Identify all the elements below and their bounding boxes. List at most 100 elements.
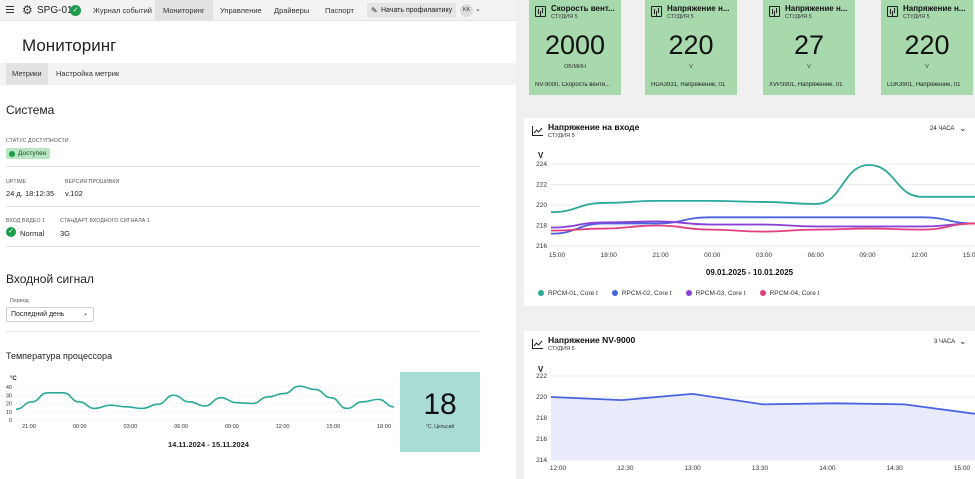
signal-standard-value: 3G bbox=[60, 229, 71, 238]
cpu-current-tile: 18 °C, Цельсий bbox=[400, 372, 480, 452]
x-tick-label: 21:00 bbox=[652, 252, 669, 259]
y-tick-label: 20 bbox=[6, 402, 12, 408]
divider bbox=[6, 246, 480, 247]
y-tick-label: 30 bbox=[6, 393, 12, 399]
menu-icon[interactable] bbox=[6, 6, 14, 14]
input-voltage-chart: V 216 218 220 222 224 15:00 18:00 21:00 00:00 03:0… bbox=[536, 151, 975, 259]
x-tick-label: 12:00 bbox=[276, 424, 290, 430]
start-maintenance-button[interactable]: ✎ Начать профилактику bbox=[367, 3, 456, 18]
x-tick-label: 12:30 bbox=[617, 465, 634, 472]
card-title: Напряжение на входе bbox=[548, 122, 640, 132]
x-tick-label: 18:00 bbox=[377, 424, 391, 430]
wrench-icon: ✎ bbox=[371, 6, 378, 15]
firmware-label: Версия прошивки bbox=[65, 179, 120, 185]
legend-label: RPCM-02, Core t bbox=[621, 290, 672, 297]
legend-item[interactable]: RPCM-03, Core t bbox=[685, 290, 746, 297]
status-label: Статус доступности bbox=[6, 138, 69, 144]
metric-tile-voltage-lgk[interactable]: Напряжение н... СТУДИЯ 5 220 V LGK3901, … bbox=[881, 0, 973, 95]
series-area bbox=[551, 393, 975, 460]
metric-tile-voltage-xvp[interactable]: Напряжение н... СТУДИЯ 5 27 V XVP3901, Н… bbox=[763, 0, 855, 95]
nav-control[interactable]: Управление bbox=[220, 6, 262, 15]
y-tick-label: 220 bbox=[536, 202, 547, 209]
tab-metrics[interactable]: Метрики bbox=[6, 63, 48, 85]
metric-tile-fan-speed[interactable]: Скорость вент... СТУДИЯ 5 2000 ОБ/МИН NV… bbox=[529, 0, 621, 95]
chevron-down-icon[interactable]: ⌄ bbox=[475, 6, 481, 13]
x-tick-label: 15:00 bbox=[326, 424, 340, 430]
video-input-label: Вход видео 1 bbox=[6, 218, 46, 224]
legend-dot-icon bbox=[685, 290, 692, 296]
line-chart-icon bbox=[532, 339, 543, 349]
tile-unit: V bbox=[689, 64, 693, 70]
tile-value: 220 bbox=[904, 30, 950, 60]
uptime-label: Uptime bbox=[6, 179, 27, 185]
chart-icon bbox=[535, 6, 546, 17]
series-line-1 bbox=[550, 392, 975, 415]
tile-subtitle: СТУДИЯ 5 bbox=[903, 14, 930, 20]
subtabs: Метрики Настройка метрик bbox=[0, 63, 516, 85]
tile-value: 2000 bbox=[544, 30, 606, 60]
x-tick-label: 03:00 bbox=[756, 252, 773, 259]
tile-subtitle: СТУДИЯ 5 bbox=[551, 14, 578, 20]
x-tick-label: 00:00 bbox=[704, 252, 721, 259]
tile-subtitle: СТУДИЯ 5 bbox=[785, 14, 812, 20]
y-tick-label: 0 bbox=[9, 418, 12, 424]
chevron-down-icon[interactable]: ⌄ bbox=[959, 123, 967, 133]
period-selector[interactable]: 24 ЧАСА bbox=[930, 126, 955, 132]
tile-unit: V bbox=[925, 64, 929, 70]
tile-title: Скорость вент... bbox=[551, 4, 615, 13]
device-gear-icon: ⚙ bbox=[22, 3, 33, 17]
y-tick-label: 218 bbox=[536, 223, 547, 230]
page-title: Мониторинг bbox=[22, 36, 117, 55]
y-tick-label: 220 bbox=[536, 394, 547, 401]
y-axis-label: °C bbox=[10, 376, 17, 382]
chart-icon bbox=[651, 6, 662, 17]
x-tick-label: 00:00 bbox=[73, 424, 87, 430]
avatar[interactable]: KK bbox=[460, 4, 473, 17]
status-badge: Доступен bbox=[6, 148, 51, 159]
y-tick-label: 216 bbox=[536, 436, 547, 443]
y-tick-label: 224 bbox=[536, 161, 547, 168]
series-line-1 bbox=[15, 385, 395, 411]
chevron-down-icon[interactable]: ⌄ bbox=[959, 336, 967, 346]
card-date-range: 09.01.2025 - 10.01.2025 bbox=[705, 268, 794, 277]
tile-footer: NV-9000, Скорость венти... bbox=[535, 82, 611, 88]
nav-monitoring[interactable]: Мониторинг bbox=[155, 0, 213, 21]
legend-label: RPCM-03, Core t bbox=[695, 290, 746, 297]
legend-item[interactable]: RPCM-01, Core t bbox=[538, 290, 598, 297]
period-selector[interactable]: 3 ЧАСА bbox=[934, 339, 956, 345]
tile-footer: HDA3931, Напряжение, 01 bbox=[651, 82, 726, 88]
card-subtitle: СТУДИЯ 5 bbox=[548, 133, 575, 139]
y-tick-label: 222 bbox=[536, 373, 547, 380]
x-tick-label: 06:00 bbox=[174, 424, 188, 430]
x-tick-label: 13:00 bbox=[685, 465, 702, 472]
x-tick-label: 14:00 bbox=[819, 465, 836, 472]
tile-unit: ОБ/МИН bbox=[564, 64, 586, 70]
x-tick-label: 03:00 bbox=[124, 424, 138, 430]
x-tick-label: 09:00 bbox=[225, 424, 239, 430]
divider bbox=[6, 206, 480, 207]
period-select[interactable]: Последний день ⌄ bbox=[6, 307, 94, 322]
left-pane: ⚙ SPG-01 ✓ Журнал событий Мониторинг Упр… bbox=[0, 0, 516, 452]
nav-drivers[interactable]: Драйверы bbox=[274, 6, 310, 15]
line-chart-icon bbox=[532, 126, 543, 136]
legend-dot-icon bbox=[759, 290, 766, 296]
cpu-temperature-chart: °C 0 10 20 30 40 21:00 00:00 03:00 06:00 09:00 12:0… bbox=[6, 376, 395, 430]
x-tick-label: 21:00 bbox=[22, 424, 36, 430]
x-tick-label: 15:00 bbox=[963, 252, 975, 259]
tab-metric-settings[interactable]: Настройка метрик bbox=[56, 69, 120, 78]
nv9000-voltage-chart: V 214 216 218 220 222 12:00 12:30 13:00 13:30 14:0… bbox=[536, 365, 975, 472]
tile-title: Напряжение н... bbox=[667, 4, 730, 13]
y-tick-label: 40 bbox=[6, 385, 12, 391]
nav-passport[interactable]: Паспорт bbox=[325, 6, 354, 15]
chart-icon bbox=[887, 6, 898, 17]
tile-value: 220 bbox=[668, 30, 714, 60]
card-subtitle: СТУДИЯ 5 bbox=[548, 346, 575, 352]
legend-item[interactable]: RPCM-04, Core t bbox=[759, 290, 819, 297]
legend-dot-icon bbox=[611, 290, 618, 296]
legend-item[interactable]: RPCM-02, Core t bbox=[611, 290, 672, 297]
x-tick-label: 15:00 bbox=[549, 252, 566, 259]
video-input-value: Normal bbox=[20, 229, 45, 238]
series-line-1 bbox=[550, 164, 975, 214]
metric-tile-voltage-hda[interactable]: Напряжение н... СТУДИЯ 5 220 V HDA3931, … bbox=[645, 0, 737, 95]
nav-event-log[interactable]: Журнал событий bbox=[93, 6, 152, 15]
